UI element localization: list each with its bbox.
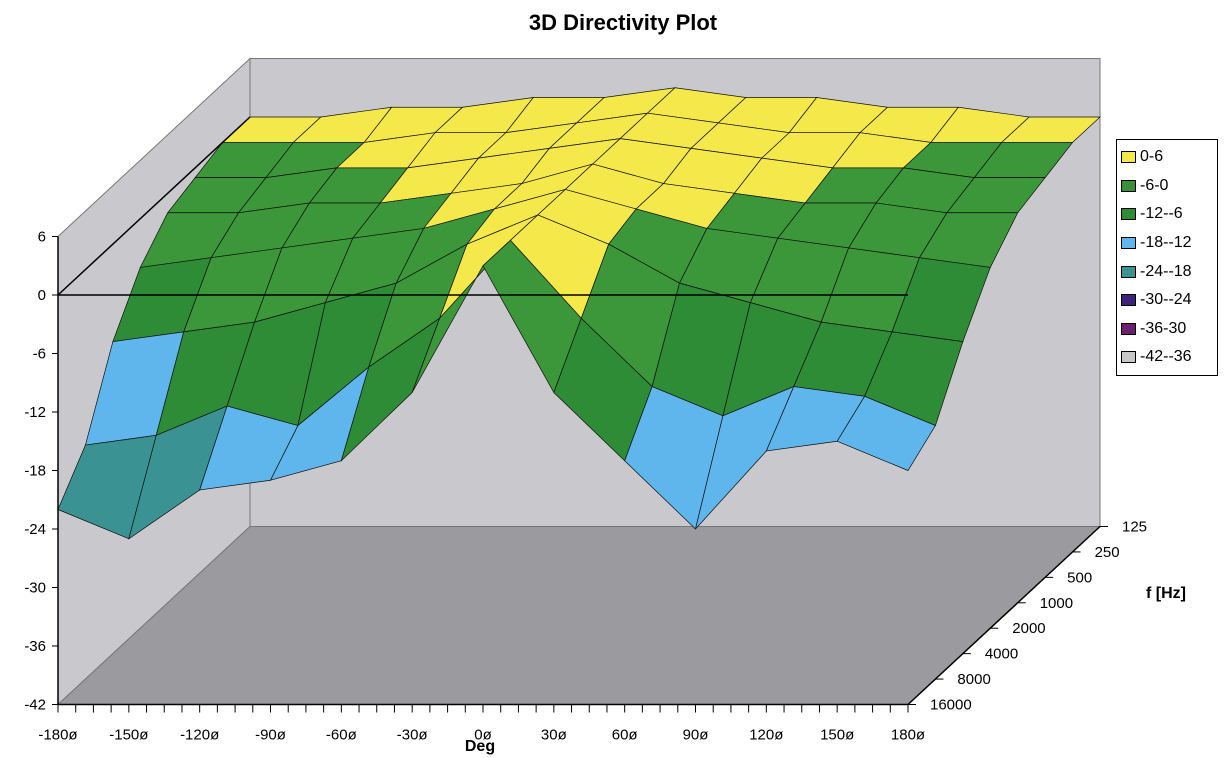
y-tick-label: -36 — [24, 638, 46, 655]
legend-label: -24--18 — [1140, 262, 1192, 280]
y-tick-label: 0 — [38, 287, 46, 304]
chart-legend: 0-6 -6-0 -12--6 -18--12 -24--18 -30--24 -36-30… — [1116, 139, 1218, 376]
legend-swatch — [1121, 179, 1136, 192]
legend-swatch — [1121, 151, 1136, 164]
legend-item: -6-0 — [1121, 172, 1213, 201]
frequency-tick-label: 16000 — [930, 697, 972, 714]
x-axis-label: Deg — [465, 738, 495, 755]
legend-item: -12--6 — [1121, 200, 1213, 229]
frequency-tick-label: 500 — [1067, 569, 1092, 586]
surface-plot — [57, 87, 1101, 540]
chart-axes: -180ø -150ø -120ø -90ø -60ø -30ø 0ø 30ø 60ø 90ø 12… — [24, 116, 1147, 744]
legend-item: 0-6 — [1121, 143, 1213, 172]
legend-swatch — [1121, 294, 1136, 307]
x-tick-label: 150ø — [820, 727, 854, 744]
frequency-axis-label: f [Hz] — [1146, 585, 1186, 602]
x-tick-label: -150ø — [109, 727, 148, 744]
x-tick-label: 60ø — [612, 727, 638, 744]
legend-item: -36-30 — [1121, 315, 1213, 344]
frequency-tick-label: 125 — [1122, 519, 1147, 536]
x-tick-label: 90ø — [683, 727, 709, 744]
y-tick-label: 6 — [38, 229, 46, 246]
surface-patch — [836, 395, 936, 471]
x-tick-label: -120ø — [180, 727, 219, 744]
legend-label: -42--36 — [1140, 348, 1192, 366]
frequency-tick-label: 2000 — [1012, 620, 1045, 637]
x-tick-label: 0ø — [474, 727, 492, 744]
zero-depth-line — [57, 116, 251, 296]
legend-swatch — [1121, 351, 1136, 364]
legend-label: -36-30 — [1140, 319, 1187, 337]
y-tick-label: -12 — [24, 404, 46, 421]
y-tick-label: -6 — [33, 346, 46, 363]
y-tick-label: -24 — [24, 521, 46, 538]
legend-swatch — [1121, 208, 1136, 221]
chart-title: 3D Directivity Plot — [529, 10, 718, 35]
legend-label: -12--6 — [1140, 205, 1183, 223]
y-tick-label: -18 — [24, 463, 46, 480]
legend-swatch — [1121, 237, 1136, 250]
frequency-tick-label: 250 — [1095, 544, 1120, 561]
legend-label: -18--12 — [1140, 234, 1192, 252]
legend-item: -18--12 — [1121, 229, 1213, 258]
legend-item: -24--18 — [1121, 257, 1213, 286]
frequency-tick-label: 8000 — [957, 671, 990, 688]
x-tick-label: 30ø — [541, 727, 567, 744]
frequency-axis-line — [907, 525, 1101, 706]
legend-label: -6-0 — [1140, 176, 1169, 194]
x-tick-label: -90ø — [255, 727, 286, 744]
legend-label: -30--24 — [1140, 291, 1192, 309]
legend-swatch — [1121, 322, 1136, 335]
y-tick-label: -30 — [24, 580, 46, 597]
frequency-tick-label: 1000 — [1040, 595, 1073, 612]
x-tick-label: 120ø — [749, 727, 783, 744]
x-tick-label: -60ø — [326, 727, 357, 744]
frequency-tick-label: 4000 — [985, 646, 1018, 663]
x-tick-label: -180ø — [38, 727, 77, 744]
legend-swatch — [1121, 265, 1136, 278]
legend-item: -30--24 — [1121, 286, 1213, 315]
x-tick-label: 180ø — [891, 727, 925, 744]
legend-item: -42--36 — [1121, 343, 1213, 372]
legend-label: 0-6 — [1140, 148, 1164, 166]
y-tick-label: -42 — [24, 697, 46, 714]
x-tick-label: -30ø — [397, 727, 428, 744]
